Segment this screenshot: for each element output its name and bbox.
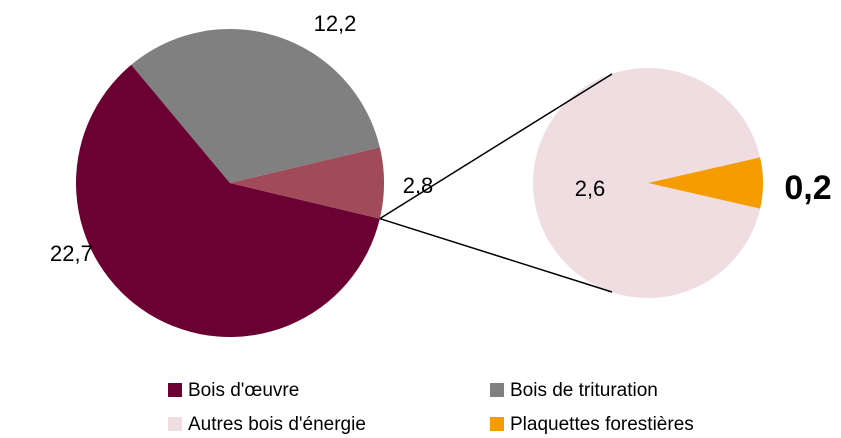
legend-swatch	[490, 383, 504, 397]
connector-line	[379, 217, 613, 293]
data-label: 0,2	[784, 169, 831, 207]
legend-label: Bois de trituration	[510, 380, 658, 401]
data-label: 2,8	[403, 173, 434, 198]
legend-swatch	[490, 417, 504, 431]
pie-slice	[131, 28, 380, 183]
legend-label: Plaquettes forestières	[510, 414, 694, 435]
legend-label: Autres bois d'énergie	[188, 414, 366, 435]
legend-swatch	[168, 383, 182, 397]
data-label: 22,7	[50, 241, 93, 266]
pie-slice	[532, 67, 761, 298]
pie-slice	[230, 147, 384, 219]
data-label: 2,6	[575, 176, 606, 201]
pie-slice	[76, 64, 380, 337]
pie-slice	[648, 157, 763, 209]
legend-label: Bois d'œuvre	[188, 380, 299, 401]
legend-swatch	[168, 417, 182, 431]
connector-line	[379, 73, 613, 220]
data-label: 12,2	[314, 11, 357, 36]
